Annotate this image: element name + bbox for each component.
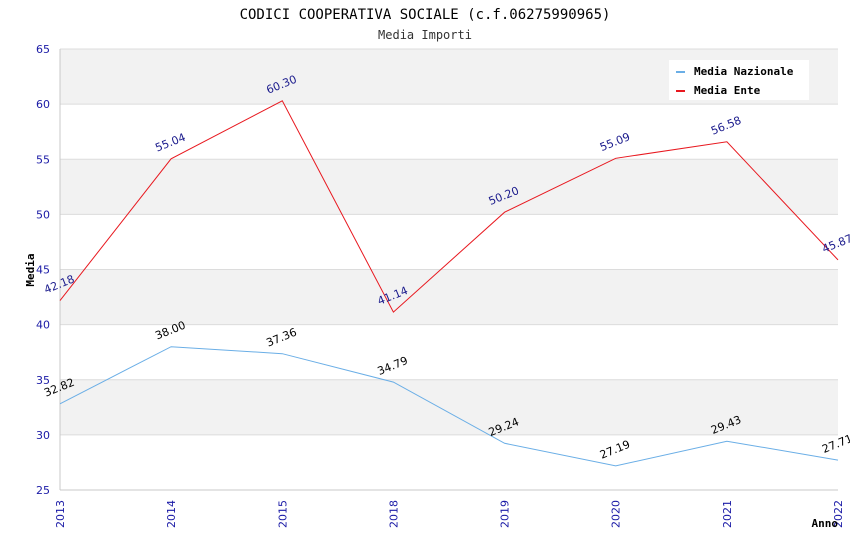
x-tick-labels: 2013 2014 2015 2018 2019 2020 2021 2022 (54, 500, 845, 528)
plot-band (60, 104, 838, 160)
y-tick-label: 30 (36, 429, 50, 442)
y-tick-labels: 25 30 35 40 45 50 55 60 65 (36, 43, 50, 497)
y-tick-label: 55 (36, 153, 50, 166)
plot-band (60, 159, 838, 215)
legend-box (669, 60, 809, 100)
series-line-media-nazionale (59, 346, 839, 467)
x-tick-label: 2019 (499, 500, 512, 528)
series-line-media-ente (59, 100, 839, 313)
x-tick-label: 2021 (721, 500, 734, 528)
x-tick-label: 2015 (276, 500, 289, 528)
x-axis-label: Anno (812, 517, 839, 530)
x-tick-label: 2014 (165, 500, 178, 528)
legend-label-media-ente: Media Ente (694, 84, 761, 97)
x-tick-label: 2020 (610, 500, 623, 528)
y-tick-label: 60 (36, 98, 50, 111)
y-axis-label: Media (24, 253, 37, 286)
x-tick-label: 2018 (387, 500, 400, 528)
y-tick-label: 65 (36, 43, 50, 56)
plot-band (60, 214, 838, 270)
plot-band (60, 379, 838, 435)
chart-subtitle: Media Importi (378, 28, 472, 42)
plot-band (60, 269, 838, 325)
legend: Media Nazionale Media Ente (669, 60, 809, 100)
series-lines (59, 100, 839, 467)
plot-band (60, 434, 838, 490)
y-tick-label: 45 (36, 264, 50, 277)
y-tick-label: 40 (36, 319, 50, 332)
plot-band (60, 324, 838, 380)
y-tick-label: 35 (36, 374, 50, 387)
x-tick-label: 2013 (54, 500, 67, 528)
y-tick-label: 50 (36, 208, 50, 221)
x-tick-label: 2022 (832, 500, 845, 528)
plot-background-bands (60, 49, 838, 490)
y-tick-label: 25 (36, 484, 50, 497)
chart-title: CODICI COOPERATIVA SOCIALE (c.f.06275990… (240, 7, 611, 23)
legend-label-media-nazionale: Media Nazionale (694, 65, 794, 78)
